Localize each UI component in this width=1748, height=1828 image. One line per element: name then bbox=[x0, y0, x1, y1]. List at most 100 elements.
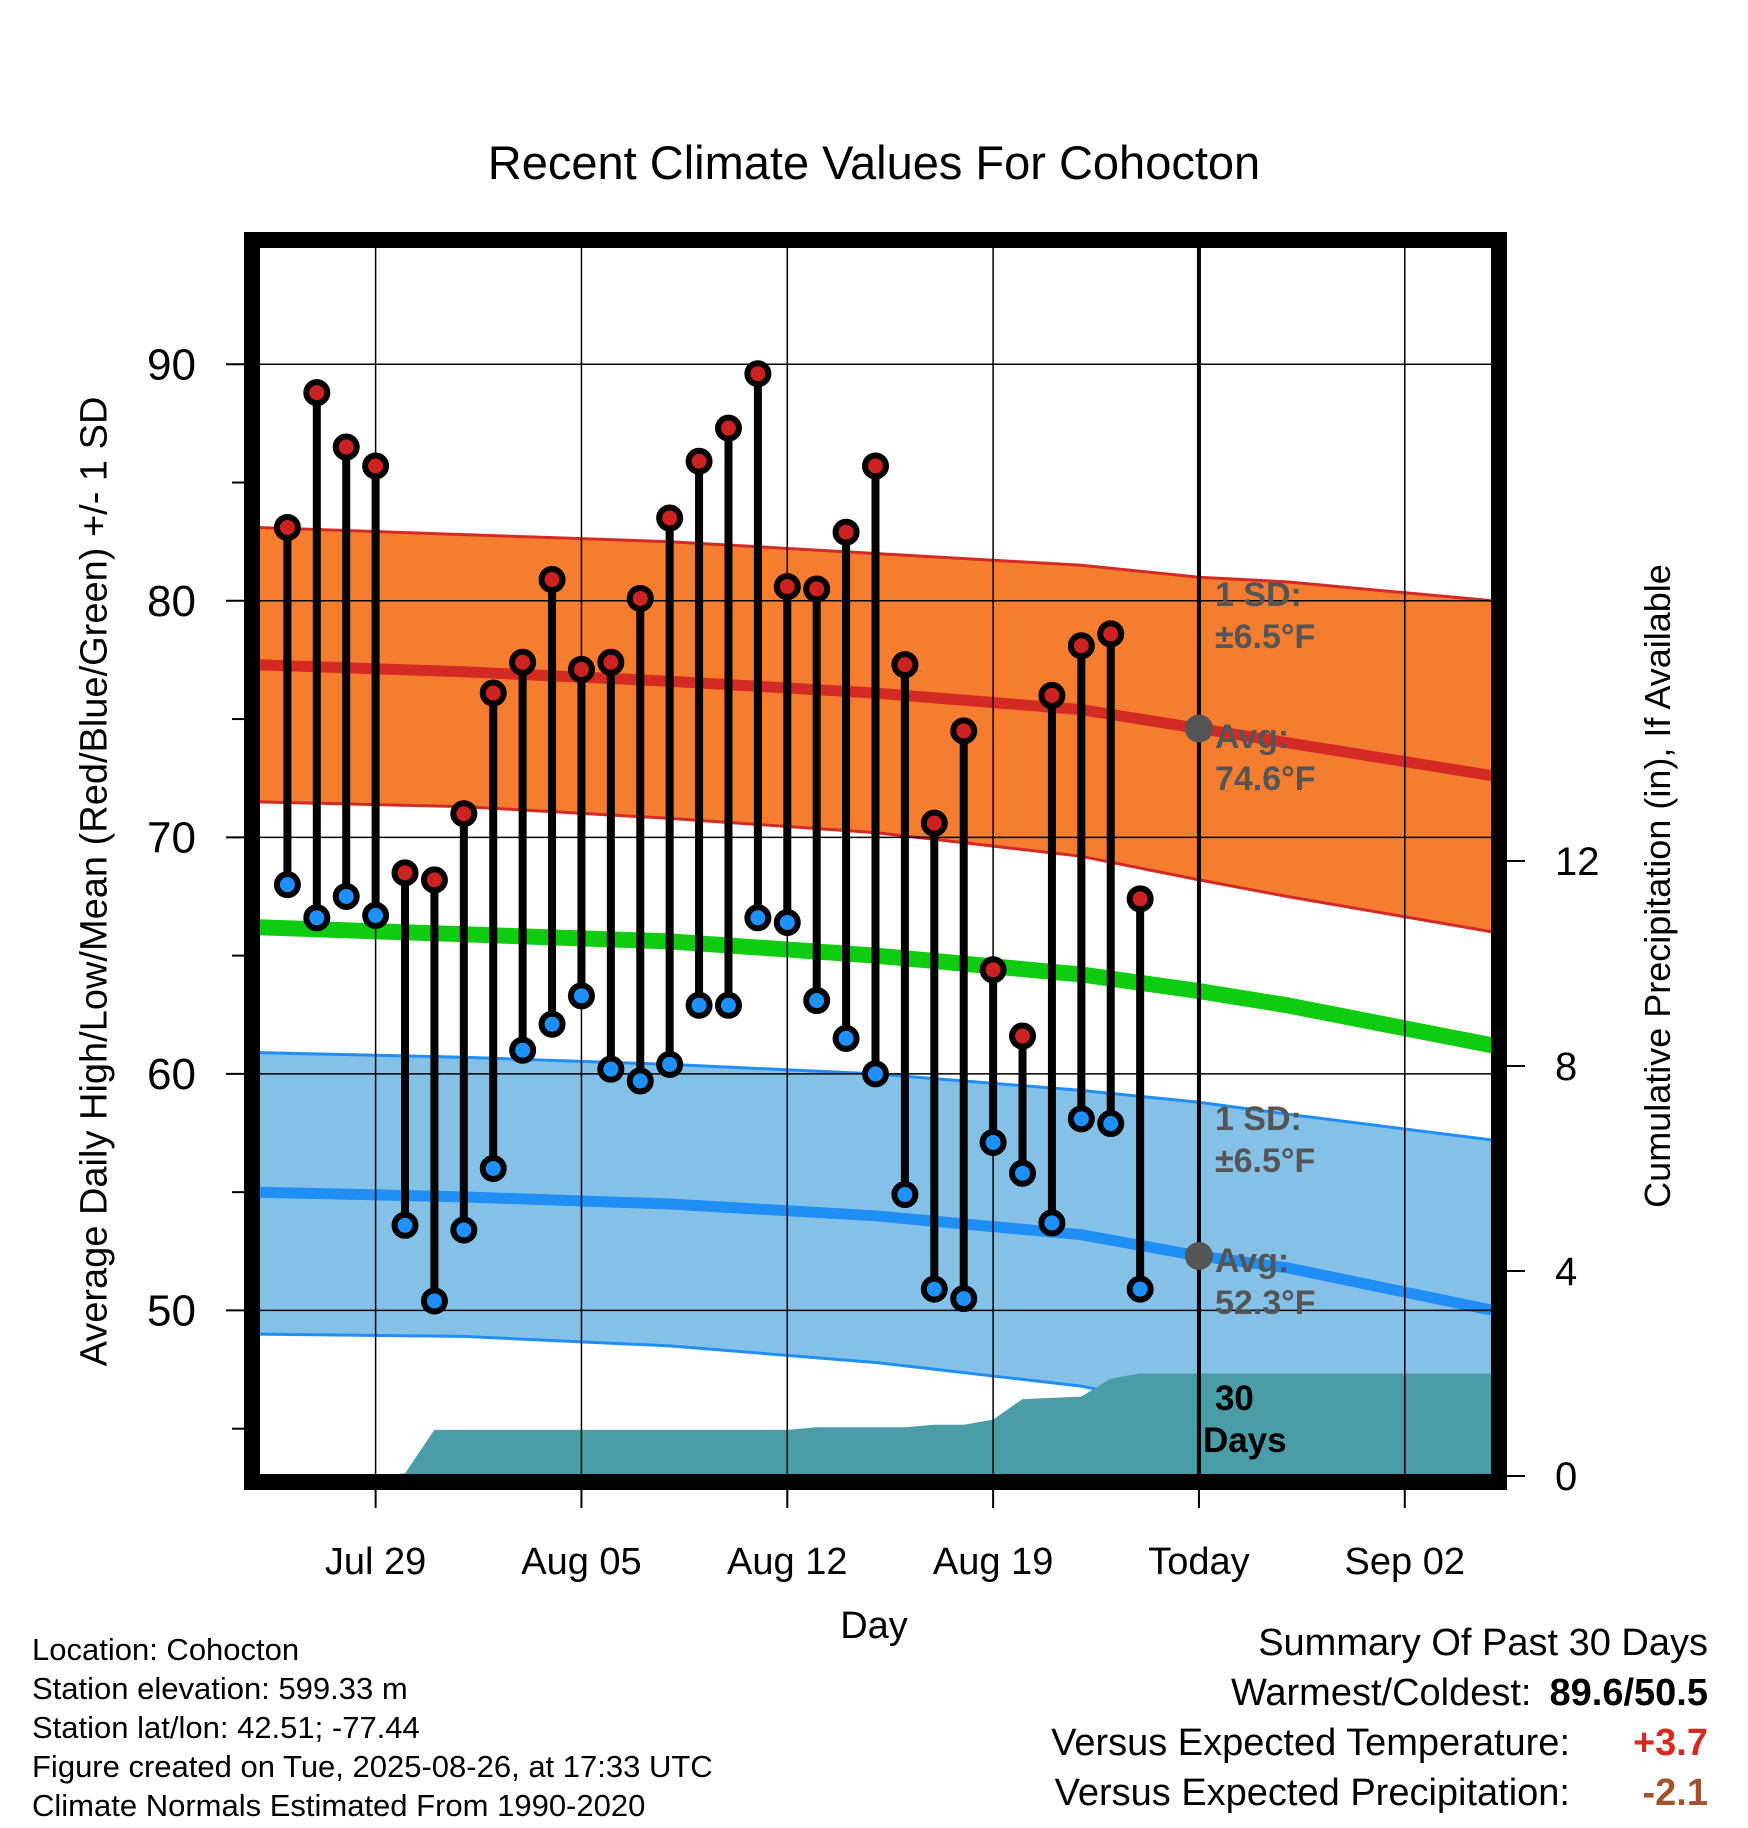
high-marker bbox=[1009, 1022, 1037, 1050]
high-marker bbox=[1067, 632, 1095, 660]
today-high-avg-dot bbox=[1184, 714, 1213, 743]
high-marker bbox=[1126, 885, 1154, 913]
low-marker bbox=[656, 1050, 684, 1078]
latlon-text: Station lat/lon: 42.51; -77.44 bbox=[32, 1710, 420, 1745]
high-sd-value: ±6.5°F bbox=[1215, 618, 1315, 656]
y-tick-label: 70 bbox=[147, 813, 196, 862]
low-marker bbox=[832, 1024, 860, 1052]
low-marker bbox=[891, 1181, 919, 1209]
low-marker bbox=[920, 1275, 948, 1303]
low-marker bbox=[1038, 1209, 1066, 1237]
plot-frame bbox=[244, 232, 1507, 1490]
x-tick-label: Jul 29 bbox=[325, 1541, 426, 1583]
high-marker bbox=[803, 575, 831, 603]
low-marker bbox=[450, 1216, 478, 1244]
temp-row: Versus Expected Temperature: +3.7 bbox=[808, 1718, 1708, 1768]
high-marker bbox=[1038, 681, 1066, 709]
low-marker bbox=[479, 1155, 507, 1182]
y-axis-label: Average Daily High/Low/Mean (Red/Blue/Gr… bbox=[73, 396, 116, 1367]
high-marker bbox=[273, 513, 301, 541]
precip-row: Versus Expected Precipitation: -2.1 bbox=[808, 1768, 1708, 1818]
today-low-avg-dot bbox=[1184, 1242, 1213, 1271]
low-marker bbox=[273, 871, 301, 899]
y2-tick-label: 12 bbox=[1555, 840, 1600, 884]
high-marker bbox=[950, 717, 978, 745]
annotations: 1 SD: ±6.5°F Avg: 74.6°F 1 SD: ±6.5°F Avg: 52.3… bbox=[1203, 576, 1316, 1460]
axes: 50 60 70 80 90 0 4 8 12 Jul 29 Aug 05 Aug 12 Aug 19 T… bbox=[147, 232, 1600, 1583]
x-tick-label: Aug 05 bbox=[521, 1541, 641, 1583]
created-text: Figure created on Tue, 2025-08-26, at 17… bbox=[32, 1749, 713, 1784]
location-text: Location: Cohocton bbox=[32, 1632, 300, 1667]
warm-cold-label: Warmest/Coldest: bbox=[1230, 1672, 1532, 1714]
low-marker bbox=[803, 987, 831, 1015]
high-marker bbox=[773, 573, 801, 601]
low-marker bbox=[979, 1128, 1007, 1156]
high-marker bbox=[362, 452, 390, 480]
warm-cold-value: 89.6/50.5 bbox=[1550, 1668, 1709, 1718]
high-marker bbox=[567, 655, 595, 683]
y2-tick-label: 4 bbox=[1555, 1250, 1577, 1294]
low-marker bbox=[1067, 1105, 1095, 1133]
high-marker bbox=[391, 859, 419, 887]
high-sd-lower-line bbox=[258, 800, 1493, 934]
low-marker bbox=[626, 1067, 654, 1095]
y-tick-label: 90 bbox=[147, 340, 196, 389]
high-marker bbox=[744, 360, 772, 388]
summary-panel: Summary Of Past 30 Days Warmest/Coldest:… bbox=[808, 1618, 1708, 1818]
x-axis-label: Day bbox=[840, 1605, 908, 1647]
high-marker bbox=[479, 679, 507, 707]
low-marker bbox=[950, 1285, 978, 1313]
low-marker bbox=[391, 1211, 419, 1239]
warm-cold-separator: / bbox=[1623, 1672, 1635, 1714]
x-tick-label: Today bbox=[1148, 1541, 1249, 1583]
low-marker bbox=[597, 1055, 625, 1083]
precip-label: Versus Expected Precipitation: bbox=[1054, 1772, 1570, 1814]
normals-text: Climate Normals Estimated From 1990-2020 bbox=[32, 1788, 646, 1823]
high-marker bbox=[538, 566, 566, 594]
x-tick-label: Aug 12 bbox=[727, 1541, 847, 1583]
low-marker bbox=[509, 1036, 537, 1064]
warmest-value: 89.6 bbox=[1549, 1672, 1624, 1714]
precip-days-count: 30 bbox=[1215, 1379, 1254, 1418]
high-sd-label: 1 SD: bbox=[1215, 576, 1302, 614]
high-marker bbox=[862, 452, 889, 480]
low-marker bbox=[303, 904, 331, 932]
low-marker bbox=[567, 982, 595, 1010]
high-marker bbox=[332, 433, 360, 461]
y2-tick-label: 0 bbox=[1555, 1455, 1577, 1499]
high-sd-upper-line bbox=[258, 526, 1493, 603]
low-marker bbox=[1126, 1275, 1154, 1303]
low-avg-value: 52.3°F bbox=[1215, 1284, 1316, 1322]
low-sd-value: ±6.5°F bbox=[1215, 1142, 1315, 1180]
normal-low-line bbox=[258, 1186, 1493, 1316]
x-tick-label: Sep 02 bbox=[1345, 1541, 1465, 1583]
high-marker bbox=[891, 651, 919, 679]
y-tick-label: 50 bbox=[147, 1286, 196, 1335]
low-sd-label: 1 SD: bbox=[1215, 1100, 1302, 1138]
y-tick-label: 80 bbox=[147, 577, 196, 626]
x-tick-label: Aug 19 bbox=[933, 1541, 1053, 1583]
high-marker bbox=[597, 648, 625, 676]
high-avg-label: Avg: bbox=[1215, 718, 1289, 756]
precip-days-label: Days bbox=[1203, 1421, 1287, 1460]
low-marker bbox=[714, 991, 742, 1019]
observations bbox=[273, 246, 1213, 1476]
high-marker bbox=[920, 809, 948, 837]
low-marker bbox=[362, 901, 390, 929]
elevation-text: Station elevation: 599.33 m bbox=[32, 1671, 408, 1706]
y-tick-label: 60 bbox=[147, 1050, 196, 1099]
low-marker bbox=[685, 991, 713, 1019]
high-marker bbox=[509, 648, 537, 676]
low-marker bbox=[420, 1287, 448, 1315]
low-marker bbox=[1009, 1159, 1037, 1187]
high-avg-value: 74.6°F bbox=[1215, 760, 1316, 798]
low-sd-upper-line bbox=[258, 1051, 1493, 1142]
low-marker bbox=[862, 1060, 889, 1088]
high-marker bbox=[979, 956, 1007, 984]
low-marker bbox=[744, 904, 772, 932]
high-marker bbox=[1097, 620, 1125, 648]
precip-value: -2.1 bbox=[1642, 1772, 1708, 1814]
high-marker bbox=[656, 504, 684, 532]
low-marker bbox=[773, 909, 801, 936]
